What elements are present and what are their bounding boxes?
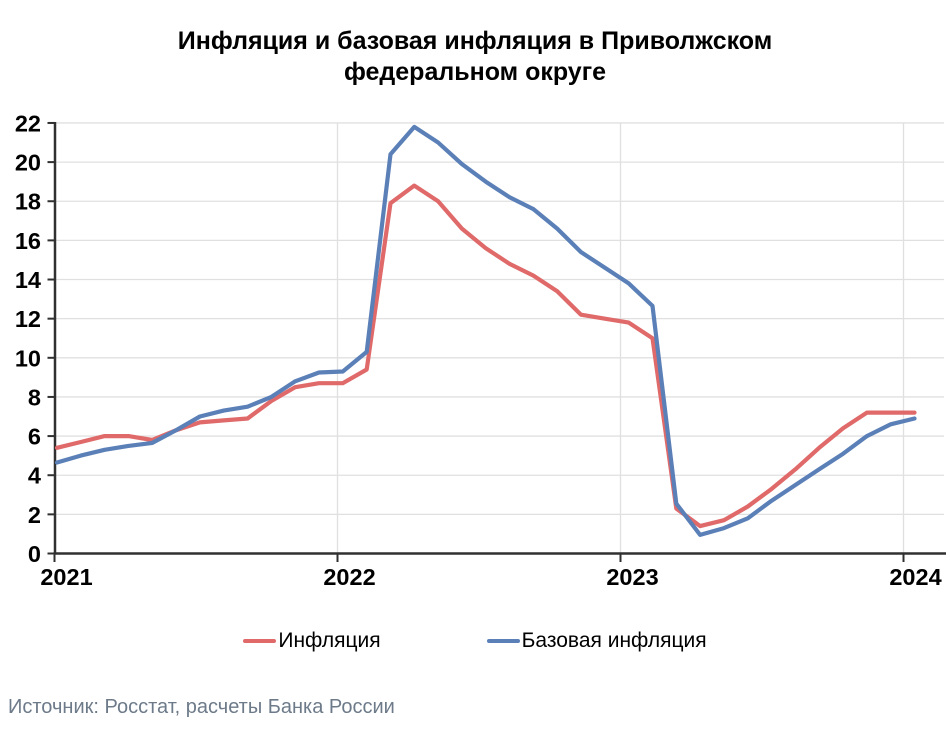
chart-title-text: Инфляция и базовая инфляция в Приволжско… <box>177 27 773 86</box>
legend-item-inflation: Инфляция <box>243 629 381 653</box>
inflation-legend-swatch <box>243 639 277 643</box>
core-inflation-legend-swatch <box>486 639 520 643</box>
y-tick-label: 0 <box>28 541 41 567</box>
chart-title: Инфляция и базовая инфляция в Приволжско… <box>0 26 950 87</box>
y-tick-label: 20 <box>15 150 41 176</box>
legend-item-core-inflation: Базовая инфляция <box>486 629 707 653</box>
x-tick-label: 2024 <box>889 564 941 590</box>
core-inflation-legend-label: Базовая инфляция <box>521 629 707 652</box>
x-tick-label: 2023 <box>606 564 658 590</box>
y-tick-label: 6 <box>28 424 41 450</box>
y-tick-label: 18 <box>15 189 41 215</box>
y-tick-label: 10 <box>15 345 41 371</box>
x-tick-label: 2022 <box>323 564 375 590</box>
y-tick-label: 12 <box>15 306 41 332</box>
inflation-line <box>54 183 917 529</box>
chart-legend: Инфляция Базовая инфляция <box>0 629 950 653</box>
inflation-legend-label: Инфляция <box>278 629 381 652</box>
y-tick-label: 16 <box>15 228 41 254</box>
source-note: Источник: Росстат, расчеты Банка России <box>8 696 395 718</box>
chart-plot-area: 0 2 4 6 8 10 12 14 16 18 20 22 2021 2022 2023 2024 <box>0 100 950 600</box>
core-inflation-line <box>54 124 917 537</box>
y-tick-label: 4 <box>28 463 41 489</box>
x-tick-label: 2021 <box>40 564 92 590</box>
y-tick-label: 8 <box>28 384 41 410</box>
y-tick-label: 22 <box>15 110 41 136</box>
y-tick-label: 2 <box>28 502 41 528</box>
y-tick-label: 14 <box>15 267 41 293</box>
